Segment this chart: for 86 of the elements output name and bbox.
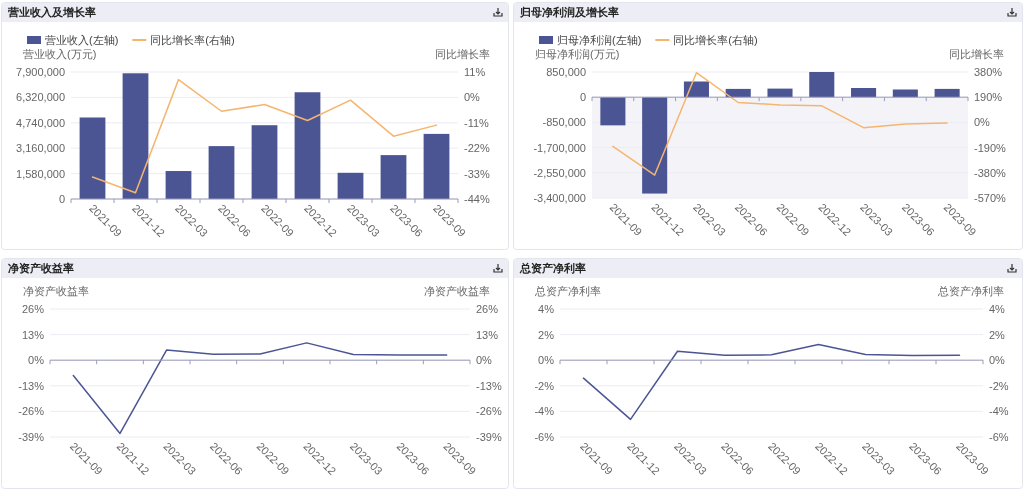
y-tick-label: 1,580,000 <box>16 167 65 180</box>
y-tick-label: 7,900,000 <box>16 66 65 78</box>
y2-axis-title: 净资产收益率 <box>424 285 490 297</box>
y2-tick-label: -26% <box>476 405 502 418</box>
y2-tick-label: 0% <box>989 354 1006 367</box>
y-tick-label: -1,700,000 <box>533 141 586 154</box>
y-tick-label: 26% <box>21 303 45 315</box>
y2-tick-label: -380% <box>974 166 1007 179</box>
y-tick-label: -13% <box>18 379 45 392</box>
y2-tick-label: 11% <box>464 66 486 78</box>
bar <box>423 133 450 199</box>
y-axis-title: 归母净利润(万元) <box>535 48 620 60</box>
y-tick-label: -39% <box>18 431 45 443</box>
bar <box>79 117 106 199</box>
bar <box>600 97 626 126</box>
bar <box>165 171 192 199</box>
legend-label: 同比增长率(右轴) <box>673 34 758 46</box>
y-tick-label: -6% <box>534 431 555 443</box>
chart-title: 归母净利润及增长率 <box>519 6 619 18</box>
y-axis-title: 总资产净利率 <box>534 285 601 297</box>
y2-tick-label: -570% <box>974 192 1007 204</box>
line-series <box>91 78 438 194</box>
y2-tick-label: 0% <box>974 116 991 129</box>
bar <box>934 88 960 98</box>
y2-tick-label: -6% <box>989 431 1009 443</box>
y2-tick-label: -190% <box>974 141 1007 154</box>
y2-tick-label: 0% <box>476 354 493 367</box>
y2-tick-label: -13% <box>476 379 502 392</box>
bar <box>725 88 751 98</box>
y-tick-label: -2% <box>534 379 555 392</box>
bar <box>251 125 278 199</box>
y2-tick-label: 13% <box>476 328 499 341</box>
line-series <box>582 343 961 421</box>
y-tick-label: -26% <box>18 405 45 418</box>
bar <box>380 155 407 199</box>
bar <box>683 81 709 98</box>
y-tick-label: 6,320,000 <box>16 91 65 104</box>
y2-axis-title: 同比增长率 <box>435 48 490 60</box>
chart-title: 总资产净利率 <box>519 262 586 274</box>
y-tick-label: 3,160,000 <box>16 142 65 155</box>
y-tick-label: -2,550,000 <box>533 166 586 179</box>
y2-tick-label: 190% <box>974 91 1003 104</box>
legend-label: 营业收入(左轴) <box>45 34 119 46</box>
chart-title: 营业收入及增长率 <box>7 6 96 19</box>
y2-tick-label: 4% <box>989 303 1006 315</box>
y2-axis-title: 总资产净利率 <box>937 285 1004 297</box>
line-series <box>72 342 448 435</box>
y2-tick-label: 2% <box>989 328 1006 341</box>
y-tick-label: 850,000 <box>546 66 586 78</box>
bar <box>122 73 149 199</box>
y-tick-label: 0 <box>58 193 65 205</box>
y-tick-label: -3,400,000 <box>533 192 586 204</box>
y2-tick-label: -4% <box>989 405 1009 418</box>
y2-tick-label: 380% <box>974 66 1003 78</box>
y-tick-label: 4,740,000 <box>16 116 65 129</box>
y2-axis-title: 同比增长率 <box>949 48 1004 60</box>
bar <box>809 72 835 98</box>
y-tick-label: -4% <box>534 405 555 418</box>
bar <box>892 89 918 98</box>
bar <box>767 88 793 98</box>
legend-label: 归母净利润(左轴) <box>557 34 642 46</box>
bar <box>642 97 668 194</box>
y-axis-title: 营业收入(万元) <box>23 48 97 60</box>
y-tick-label: 2% <box>538 328 555 341</box>
y2-tick-label: -2% <box>989 379 1009 392</box>
y-tick-label: 0% <box>538 354 555 367</box>
bar <box>337 172 364 199</box>
y2-tick-label: 26% <box>476 303 499 315</box>
y2-tick-label: -44% <box>464 193 490 205</box>
line-series <box>612 71 948 176</box>
legend-label: 同比增长率(右轴) <box>150 34 235 46</box>
y-tick-label: 13% <box>21 328 45 341</box>
y-tick-label: 4% <box>538 303 555 315</box>
y2-tick-label: -22% <box>464 142 490 155</box>
y2-tick-label: -39% <box>476 431 502 443</box>
y-tick-label: -850,000 <box>542 116 586 129</box>
y2-tick-label: -11% <box>464 116 490 129</box>
y2-tick-label: -33% <box>464 167 490 180</box>
y-tick-label: 0% <box>28 354 45 367</box>
y-axis-title: 净资产收益率 <box>23 285 89 297</box>
chart-title: 净资产收益率 <box>8 262 74 274</box>
y-tick-label: 0 <box>579 91 586 104</box>
y2-tick-label: 0% <box>464 91 481 104</box>
bar <box>208 146 235 199</box>
bar <box>294 92 321 199</box>
bar <box>851 88 877 98</box>
